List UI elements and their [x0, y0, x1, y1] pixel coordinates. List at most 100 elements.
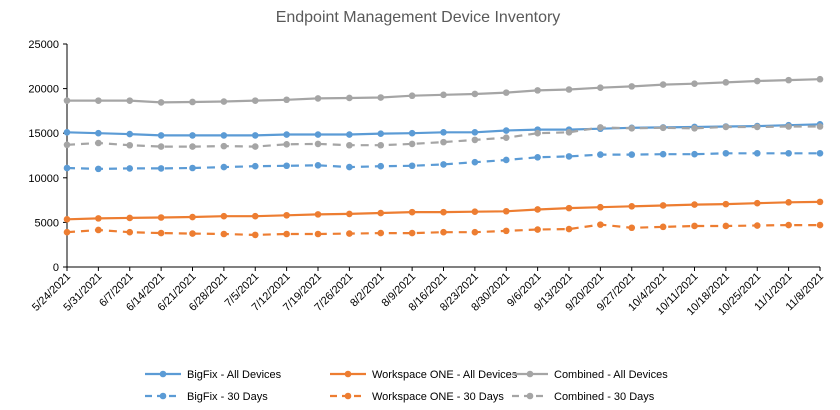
data-point	[283, 162, 290, 170]
data-point	[408, 229, 416, 237]
data-point	[63, 141, 71, 149]
data-point	[220, 212, 228, 220]
data-point	[251, 212, 259, 220]
data-point	[722, 123, 730, 131]
data-point	[471, 158, 479, 166]
data-point	[691, 201, 698, 208]
data-point	[628, 151, 636, 158]
data-point	[471, 90, 479, 98]
data-point	[377, 130, 385, 137]
data-point	[283, 230, 290, 238]
data-point	[283, 141, 290, 148]
legend: BigFix - All Devices Workspace ONE - All …	[145, 369, 668, 403]
data-point	[63, 215, 71, 223]
data-point	[502, 227, 510, 235]
legend-label: BigFix - All Devices	[187, 369, 282, 381]
data-point	[471, 136, 479, 144]
data-point	[471, 208, 479, 215]
data-point	[785, 123, 792, 130]
data-point	[95, 215, 102, 222]
data-point	[157, 99, 165, 106]
data-point	[346, 163, 353, 171]
data-point	[565, 204, 573, 212]
data-point	[753, 149, 761, 157]
y-tick-label: 0	[53, 262, 59, 274]
chart-title: Endpoint Management Device Inventory	[276, 9, 561, 26]
y-tick-label: 15000	[28, 128, 59, 140]
data-point	[597, 151, 604, 158]
data-point	[126, 165, 134, 172]
data-point	[377, 94, 385, 101]
data-point	[502, 207, 510, 215]
data-point	[785, 76, 792, 84]
data-point	[377, 141, 385, 149]
data-point	[722, 200, 730, 208]
data-point	[408, 129, 416, 137]
data-point	[502, 156, 510, 164]
data-point	[95, 97, 102, 104]
data-point	[63, 228, 71, 236]
data-point	[534, 226, 541, 233]
data-point	[722, 222, 730, 230]
data-point	[63, 97, 71, 104]
data-point	[157, 165, 165, 172]
data-point	[126, 214, 134, 222]
data-point	[126, 228, 134, 236]
data-point	[189, 164, 196, 172]
data-point	[785, 221, 792, 229]
data-point	[502, 89, 510, 96]
data-point	[314, 140, 322, 148]
data-point	[95, 226, 102, 234]
y-tick-label: 10000	[28, 173, 59, 185]
data-point	[785, 149, 792, 157]
data-point	[565, 86, 573, 93]
data-point	[691, 124, 698, 132]
data-point	[440, 208, 447, 216]
data-point	[534, 153, 541, 161]
data-point	[597, 203, 604, 211]
data-point	[126, 97, 134, 104]
data-point	[691, 80, 698, 87]
data-point	[502, 127, 510, 134]
data-point	[189, 213, 196, 221]
data-point	[816, 198, 824, 206]
data-point	[346, 94, 353, 102]
data-point	[377, 209, 385, 217]
legend-label: Workspace ONE - All Devices	[372, 369, 518, 381]
data-point	[816, 75, 824, 83]
data-point	[408, 162, 416, 170]
legend-swatch-marker	[159, 392, 167, 400]
legend-swatch-marker	[344, 392, 352, 400]
data-point	[816, 221, 824, 229]
data-point	[314, 230, 322, 238]
data-point	[346, 210, 353, 218]
data-point	[189, 143, 196, 150]
data-point	[628, 224, 636, 232]
data-point	[785, 199, 792, 206]
data-point	[220, 230, 228, 238]
data-point	[659, 81, 667, 88]
data-point	[251, 97, 259, 104]
data-point	[565, 225, 573, 233]
data-point	[691, 222, 698, 230]
data-point	[251, 231, 259, 239]
legend-swatch-marker	[344, 370, 352, 378]
data-point	[628, 203, 636, 210]
legend-entry: Combined - 30 Days	[512, 391, 655, 403]
data-point	[816, 149, 824, 157]
data-point	[314, 131, 322, 138]
data-point	[502, 134, 510, 141]
data-point	[471, 129, 479, 136]
data-point	[659, 202, 667, 209]
data-point	[440, 161, 447, 168]
data-point	[440, 228, 447, 236]
data-point	[816, 123, 824, 130]
data-point	[346, 141, 353, 149]
data-point	[377, 162, 385, 170]
data-point	[251, 162, 259, 170]
data-point	[189, 132, 196, 139]
data-point	[440, 129, 447, 136]
data-point	[283, 211, 290, 219]
